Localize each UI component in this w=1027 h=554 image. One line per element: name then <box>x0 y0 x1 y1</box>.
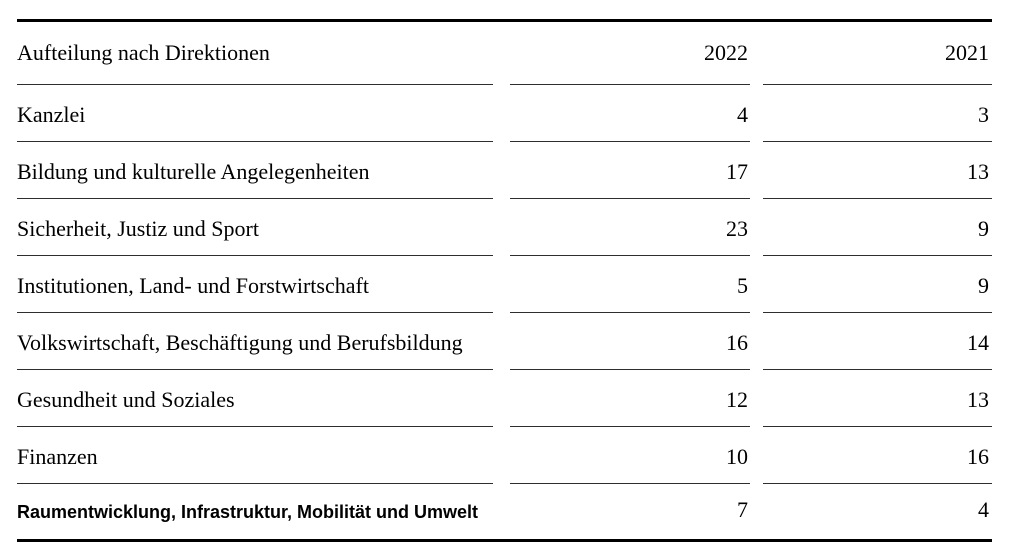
row-label: Bildung und kulturelle Angelegenheiten <box>17 142 493 199</box>
row-value-2021: 3 <box>763 85 992 142</box>
row-label: Raumentwicklung, Infrastruktur, Mobilitä… <box>17 502 479 522</box>
row-value-2022: 12 <box>510 370 750 427</box>
row-value-2022: 7 <box>737 497 748 522</box>
table-row: Finanzen 10 16 <box>17 427 992 484</box>
column-gap <box>493 256 510 313</box>
row-value-2022: 16 <box>510 313 750 370</box>
column-gap <box>493 142 510 199</box>
row-value-2022: 23 <box>510 199 750 256</box>
table-row: Sicherheit, Justiz und Sport 23 9 <box>17 199 992 256</box>
row-value-2021: 4 <box>978 497 989 522</box>
column-gap <box>750 199 763 256</box>
header-col-2021: 2021 <box>763 22 992 85</box>
column-gap <box>750 313 763 370</box>
row-value-2022: 10 <box>510 427 750 484</box>
column-gap <box>493 199 510 256</box>
column-gap <box>493 313 510 370</box>
row-value-2022: 4 <box>510 85 750 142</box>
table-row: Gesundheit und Soziales 12 13 <box>17 370 992 427</box>
row-value-2022: 5 <box>510 256 750 313</box>
row-value-2021: 13 <box>763 142 992 199</box>
row-value-2021: 13 <box>763 370 992 427</box>
column-gap <box>750 142 763 199</box>
header-label: Aufteilung nach Direktionen <box>17 22 493 85</box>
table-row: Volkswirtschaft, Beschäftigung und Beruf… <box>17 313 992 370</box>
column-gap <box>750 370 763 427</box>
row-label: Gesundheit und Soziales <box>17 370 493 427</box>
column-gap <box>750 85 763 142</box>
row-label: Institutionen, Land- und Forstwirtschaft <box>17 256 493 313</box>
row-label: Kanzlei <box>17 85 493 142</box>
row-label: Volkswirtschaft, Beschäftigung und Beruf… <box>17 313 493 370</box>
table-row: Kanzlei 4 3 <box>17 85 992 142</box>
column-gap <box>750 256 763 313</box>
column-gap <box>493 370 510 427</box>
table-body: Kanzlei 4 3 Bildung und kulturelle Angel… <box>17 85 992 539</box>
column-gap <box>750 484 763 539</box>
column-gap <box>493 85 510 142</box>
row-value-2022: 17 <box>510 142 750 199</box>
table-row: Bildung und kulturelle Angelegenheiten 1… <box>17 142 992 199</box>
row-value-2021: 9 <box>763 199 992 256</box>
row-value-2021: 9 <box>763 256 992 313</box>
column-gap <box>493 484 510 539</box>
table-row: Institutionen, Land- und Forstwirtschaft… <box>17 256 992 313</box>
row-value-2021: 14 <box>763 313 992 370</box>
directions-table: Aufteilung nach Direktionen 2022 2021 Ka… <box>17 19 992 542</box>
row-value-2021: 16 <box>763 427 992 484</box>
column-gap <box>750 22 763 85</box>
header-col-2022: 2022 <box>510 22 750 85</box>
table-header-row: Aufteilung nach Direktionen 2022 2021 <box>17 22 992 85</box>
column-gap <box>750 427 763 484</box>
column-gap <box>493 22 510 85</box>
row-label: Finanzen <box>17 427 493 484</box>
column-gap <box>493 427 510 484</box>
row-label: Sicherheit, Justiz und Sport <box>17 199 493 256</box>
table-row: Raumentwicklung, Infrastruktur, Mobilitä… <box>17 484 992 539</box>
